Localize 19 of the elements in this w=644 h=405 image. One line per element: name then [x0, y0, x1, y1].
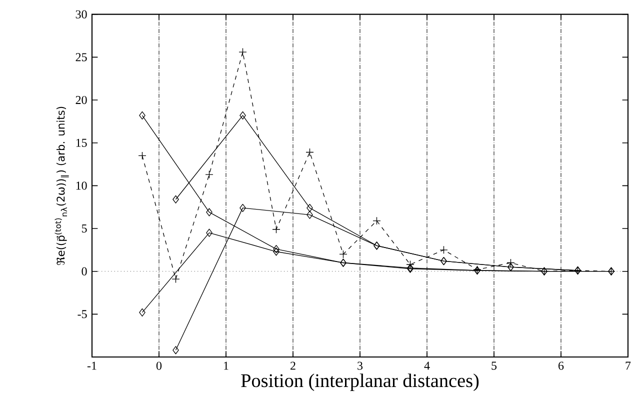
- y-tick-label: -5: [78, 310, 87, 318]
- y-tick-label: 20: [76, 96, 87, 104]
- y-tick-label: 5: [82, 224, 87, 232]
- x-tick-label: 2: [290, 362, 296, 370]
- y-tick-label: 15: [76, 138, 87, 147]
- x-tick-label: 0: [156, 362, 162, 370]
- y-tick-label: 10: [76, 182, 87, 190]
- y-axis-title: ℜe((p⃗$^{(tot)}$$_{nλ}$(2ω))$_{∥}$) (arb. units): [54, 106, 69, 265]
- x-tick-label: 4: [424, 362, 430, 370]
- x-tick-label: 6: [558, 362, 564, 370]
- x-tick-label: 7: [626, 362, 631, 370]
- y-tick-label: 30: [76, 10, 87, 18]
- x-axis-title: Position (interplanar distances): [241, 374, 479, 392]
- y-tick-label: 0: [82, 267, 87, 276]
- y-tick-label: 25: [76, 53, 87, 62]
- x-tick-label: -1: [87, 362, 96, 370]
- x-tick-label: 3: [358, 362, 363, 370]
- x-tick-label: 1: [224, 362, 228, 370]
- x-tick-label: 5: [492, 362, 497, 370]
